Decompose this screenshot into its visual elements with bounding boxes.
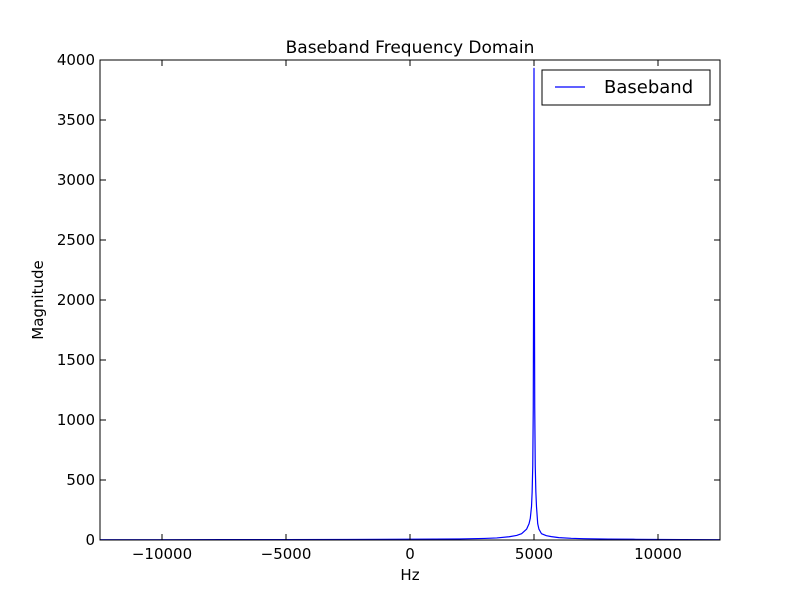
x-axis-label: Hz bbox=[400, 566, 419, 584]
x-tick-label: −10000 bbox=[132, 545, 192, 563]
legend: Baseband bbox=[541, 69, 711, 106]
y-tick-label: 2000 bbox=[57, 291, 95, 309]
plot-area: −10000 −5000 0 5000 10000 0 500 1000 1500 2000 250… bbox=[57, 51, 721, 563]
x-tick-label: −5000 bbox=[261, 545, 312, 563]
legend-label: Baseband bbox=[604, 77, 693, 98]
y-tick-label: 3500 bbox=[57, 111, 95, 129]
y-tick-label: 4000 bbox=[57, 51, 95, 69]
y-tick-label: 3000 bbox=[57, 171, 95, 189]
series-line-0 bbox=[100, 67, 721, 541]
y-tick-label: 1000 bbox=[57, 411, 95, 429]
y-tick-label: 500 bbox=[66, 471, 95, 489]
y-tick-label: 2500 bbox=[57, 231, 95, 249]
x-tick-label: 0 bbox=[405, 545, 415, 563]
y-tick-label: 0 bbox=[85, 531, 95, 549]
y-axis-label: Magnitude bbox=[29, 260, 47, 339]
y-tick-label: 1500 bbox=[57, 351, 95, 369]
x-tick-label: 5000 bbox=[515, 545, 553, 563]
chart-title: Baseband Frequency Domain bbox=[286, 38, 535, 58]
x-tick-label: 10000 bbox=[634, 545, 682, 563]
